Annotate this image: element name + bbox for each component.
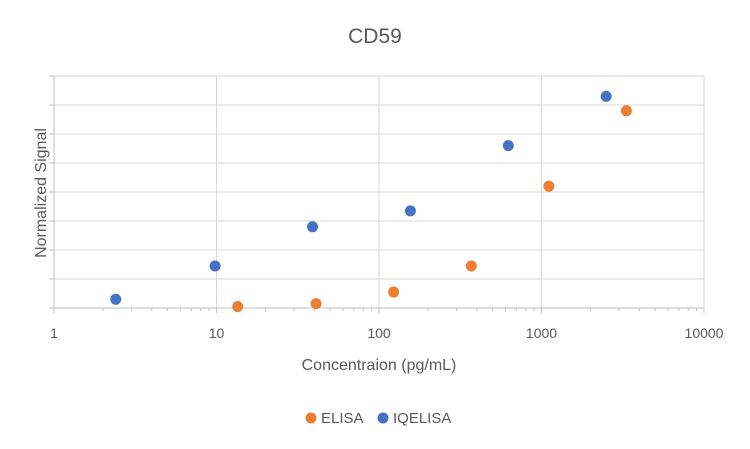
data-point	[620, 105, 632, 117]
data-point	[307, 221, 319, 233]
series-iqelisa	[110, 90, 612, 305]
data-point	[232, 301, 244, 313]
x-tick-label: 1	[50, 325, 58, 341]
legend-label: IQELISA	[393, 410, 451, 427]
data-point	[110, 293, 122, 305]
chart-title: CD59	[348, 25, 402, 48]
legend: ELISA IQELISA	[305, 410, 451, 427]
axes	[49, 75, 705, 313]
data-point	[600, 90, 612, 102]
x-tick-label: 100	[367, 325, 391, 341]
legend-label: ELISA	[321, 410, 364, 427]
data-point	[502, 140, 514, 152]
data-point	[388, 286, 400, 298]
x-tick-label: 10	[209, 325, 225, 341]
data-point	[465, 260, 477, 272]
series-elisa	[232, 105, 632, 313]
legend-item-elisa: ELISA	[305, 410, 364, 427]
legend-marker	[305, 412, 317, 424]
data-point	[209, 260, 221, 272]
data-points	[110, 90, 632, 313]
x-axis-label: Concentraion (pg/mL)	[302, 357, 457, 374]
x-tick-labels: 1 10 100 1000 10000	[50, 325, 724, 341]
y-axis-label: Normalized Signal	[33, 128, 50, 258]
data-point	[310, 298, 322, 310]
x-tick-label: 1000	[526, 325, 557, 341]
data-point	[543, 180, 555, 192]
data-point	[404, 205, 416, 217]
grid	[53, 75, 705, 308]
legend-item-iqelisa: IQELISA	[377, 410, 451, 427]
x-tick-label: 10000	[685, 325, 724, 341]
legend-marker	[377, 412, 389, 424]
